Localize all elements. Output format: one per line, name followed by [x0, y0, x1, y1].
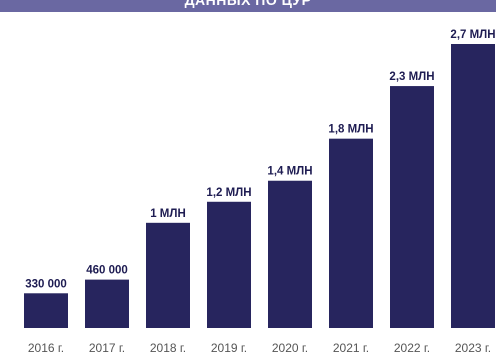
bar-2022: [390, 86, 434, 329]
header-title: ДАННЫХ ПО ЦУР: [184, 0, 312, 8]
bar-value-label: 2,7 МЛН: [450, 29, 495, 41]
bar-value-label: 1,4 МЛН: [267, 166, 312, 178]
bar-value-label: 330 000: [25, 278, 67, 290]
bar-2018: [146, 222, 190, 328]
x-tick-label: 2018 г.: [150, 341, 186, 355]
x-tick-label: 2023 г.: [455, 341, 491, 355]
bar-2021: [329, 138, 373, 328]
bar-2016: [24, 293, 68, 328]
bar-2019: [207, 201, 251, 328]
bar-value-label: 460 000: [86, 265, 128, 277]
bar-chart-area: 330 000 2016 г. 460 000 2017 г. 1 МЛН 2018 г.…: [0, 12, 496, 357]
x-tick-label: 2017 г.: [89, 341, 125, 355]
x-tick-label: 2021 г.: [333, 341, 369, 355]
x-tick-label: 2016 г.: [28, 341, 64, 355]
bar-chart: 330 000 2016 г. 460 000 2017 г. 1 МЛН 2018 г.…: [24, 29, 496, 355]
bar-2020: [268, 180, 312, 328]
bar-2017: [85, 279, 129, 328]
bar-value-label: 1,2 МЛН: [206, 187, 251, 199]
bar-2023: [451, 44, 495, 328]
bar-value-label: 1,8 МЛН: [328, 124, 373, 136]
x-tick-label: 2019 г.: [211, 341, 247, 355]
x-tick-label: 2020 г.: [272, 341, 308, 355]
bar-value-label: 1 МЛН: [150, 208, 186, 220]
header-banner: ДАННЫХ ПО ЦУР: [0, 0, 496, 12]
bar-value-label: 2,3 МЛН: [389, 71, 434, 83]
x-tick-label: 2022 г.: [394, 341, 430, 355]
